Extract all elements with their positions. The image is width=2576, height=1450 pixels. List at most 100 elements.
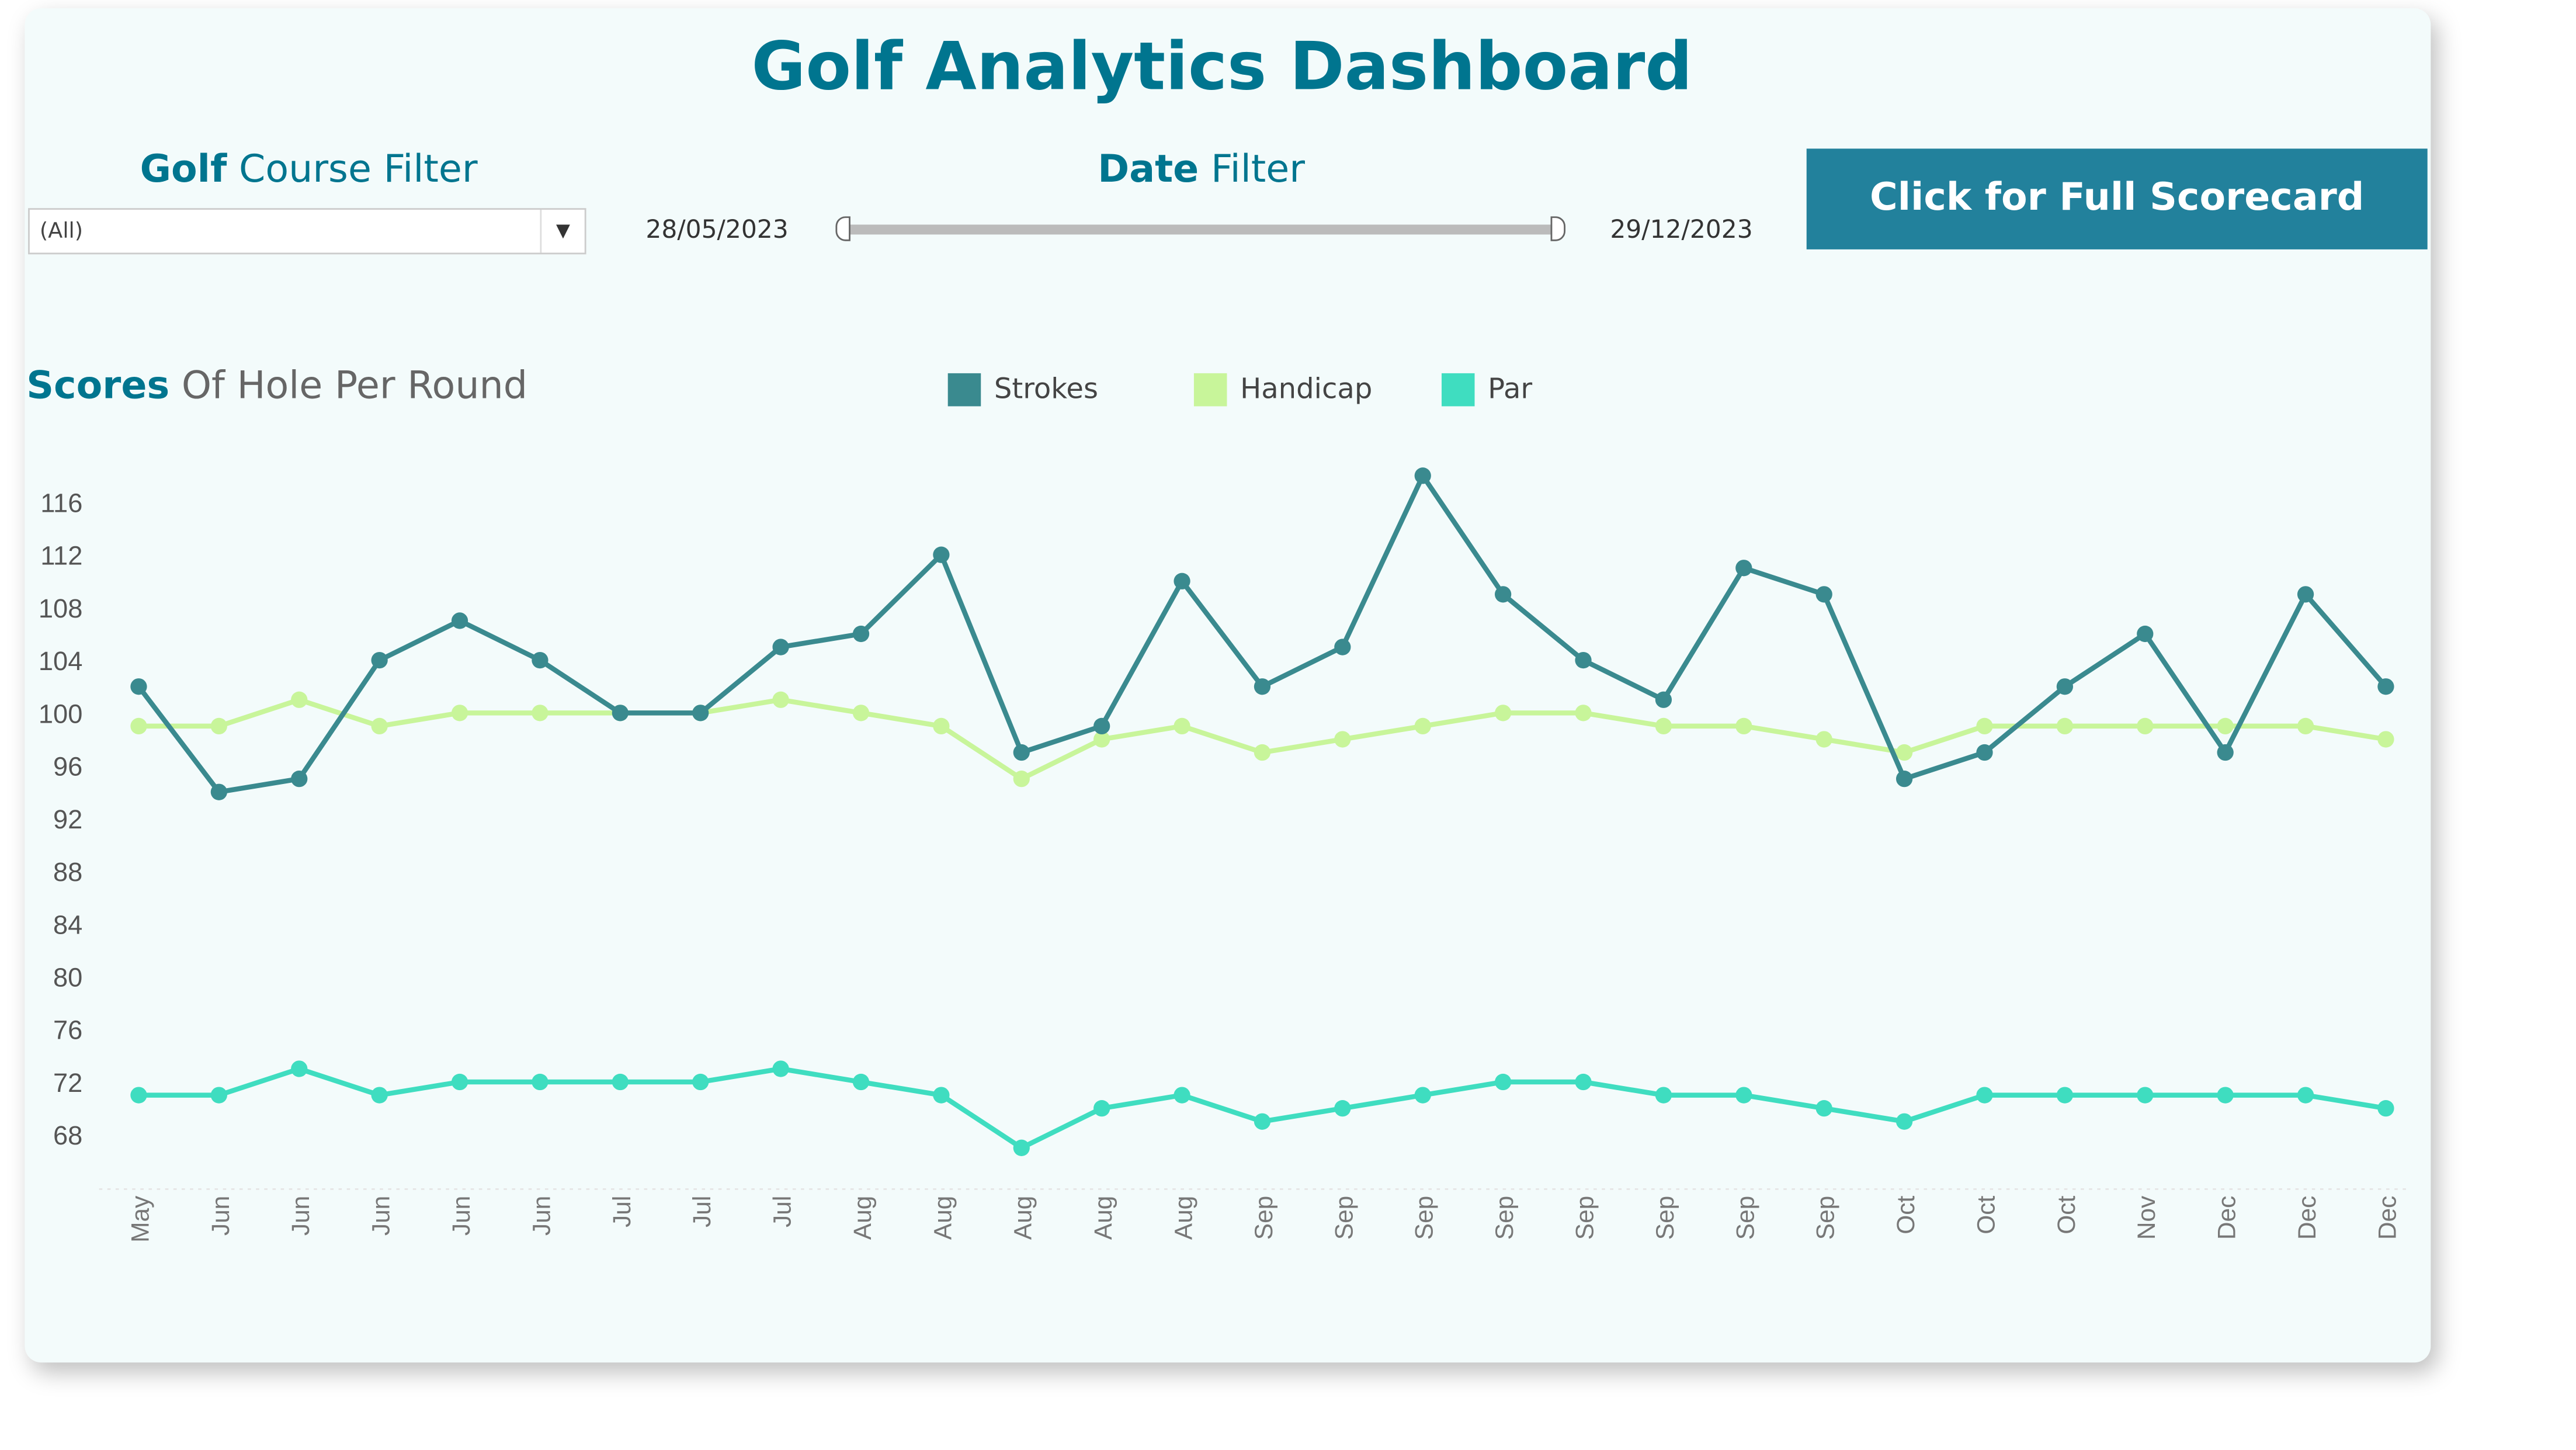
x-tick-label: Aug (849, 1196, 876, 1240)
handicap-point (1174, 717, 1190, 735)
par-point (1254, 1113, 1271, 1130)
par-point (130, 1087, 147, 1104)
handicap-point (1334, 731, 1351, 748)
y-tick-label: 80 (53, 963, 82, 993)
par-point (1093, 1100, 1110, 1117)
x-tick-label: Aug (1089, 1196, 1117, 1240)
strokes-point (2297, 586, 2314, 603)
chart-title-rest: Of Hole Per Round (169, 365, 528, 408)
par-point (692, 1073, 709, 1091)
x-tick-label: Dec (2373, 1196, 2401, 1240)
par-point (1655, 1087, 1672, 1104)
handicap-point (772, 691, 789, 708)
y-tick-label: 76 (53, 1015, 82, 1045)
x-tick-label: Sep (1491, 1196, 1518, 1240)
strokes-point (933, 546, 950, 563)
full-scorecard-button[interactable]: Click for Full Scorecard (1806, 148, 2428, 249)
handicap-point (1495, 705, 1512, 721)
legend-label: Strokes (994, 373, 1099, 407)
date-filter-label-bold: Date (1098, 148, 1199, 192)
handicap-point (2137, 717, 2154, 735)
par-point (933, 1087, 950, 1104)
course-filter-value: (All) (39, 219, 84, 245)
course-filter-label: Golf Course Filter (28, 148, 589, 192)
legend-item-strokes: Strokes (947, 373, 1099, 407)
handicap-point (2297, 717, 2314, 735)
par-point (2056, 1087, 2074, 1104)
course-filter-label-rest: Course Filter (227, 148, 478, 192)
par-point (451, 1073, 468, 1091)
y-tick-label: 96 (53, 752, 82, 782)
par-point (1575, 1073, 1592, 1091)
legend-item-par: Par (1441, 373, 1533, 407)
strokes-point (1334, 639, 1351, 655)
strokes-point (1895, 771, 1913, 788)
strokes-point (210, 783, 227, 800)
date-slider-start-handle[interactable] (835, 216, 850, 241)
handicap-point (1414, 717, 1431, 735)
x-tick-label: May (126, 1195, 154, 1243)
par-point (2297, 1087, 2314, 1104)
y-tick-label: 88 (53, 857, 82, 887)
y-tick-label: 84 (53, 910, 82, 939)
x-tick-label: Sep (1812, 1196, 1839, 1240)
x-tick-label: Sep (1330, 1196, 1358, 1240)
par-point (1815, 1100, 1832, 1117)
handicap-point (933, 717, 950, 735)
strokes-point (532, 651, 548, 669)
handicap-point (451, 705, 468, 721)
course-filter-label-bold: Golf (140, 148, 227, 192)
strokes-point (2377, 678, 2394, 695)
par-point (2217, 1087, 2234, 1104)
y-tick-label: 68 (53, 1121, 82, 1150)
strokes-point (1254, 678, 1271, 695)
legend-label: Handicap (1240, 373, 1373, 407)
y-tick-label: 108 (39, 594, 82, 623)
handicap-point (1013, 771, 1030, 788)
handicap-point (2056, 717, 2074, 735)
y-tick-label: 72 (53, 1068, 82, 1098)
x-tick-label: Jul (608, 1196, 636, 1227)
strokes-point (1093, 717, 1110, 735)
course-filter-select[interactable]: (All) ▼ (28, 208, 586, 255)
handicap-point (291, 691, 308, 708)
date-slider-end-handle[interactable] (1550, 216, 1565, 241)
legend-label: Par (1488, 373, 1533, 407)
strokes-point (1735, 560, 1752, 577)
handicap-point (1895, 744, 1913, 761)
par-point (612, 1073, 629, 1091)
strokes-point (692, 705, 709, 721)
x-tick-label: Sep (1411, 1196, 1438, 1240)
par-point (210, 1087, 227, 1104)
x-tick-label: Sep (1731, 1196, 1759, 1240)
handicap-swatch (1193, 373, 1227, 407)
chevron-down-icon[interactable]: ▼ (540, 210, 584, 253)
y-tick-label: 92 (53, 804, 82, 834)
handicap-point (130, 717, 147, 735)
par-point (291, 1060, 308, 1077)
handicap-point (1735, 717, 1752, 735)
x-tick-label: Sep (1651, 1196, 1679, 1240)
par-point (1735, 1087, 1752, 1104)
handicap-point (1815, 731, 1832, 748)
x-tick-label: Aug (1009, 1196, 1037, 1240)
x-tick-label: Dec (2293, 1196, 2321, 1240)
strokes-point (291, 771, 308, 788)
strokes-swatch (947, 373, 981, 407)
strokes-point (1655, 691, 1672, 708)
handicap-line (138, 697, 2387, 782)
x-tick-label: Jun (207, 1196, 234, 1236)
x-tick-label: Oct (1892, 1196, 1919, 1234)
par-point (1895, 1113, 1913, 1130)
date-range-slider[interactable] (845, 224, 1559, 235)
handicap-point (532, 705, 548, 721)
par-point (1495, 1073, 1512, 1091)
handicap-point (852, 705, 870, 721)
par-point (772, 1060, 789, 1077)
strokes-point (1575, 651, 1592, 669)
par-point (1013, 1139, 1030, 1156)
par-point (532, 1073, 548, 1091)
x-tick-label: Jul (688, 1196, 716, 1227)
strokes-point (2056, 678, 2074, 695)
